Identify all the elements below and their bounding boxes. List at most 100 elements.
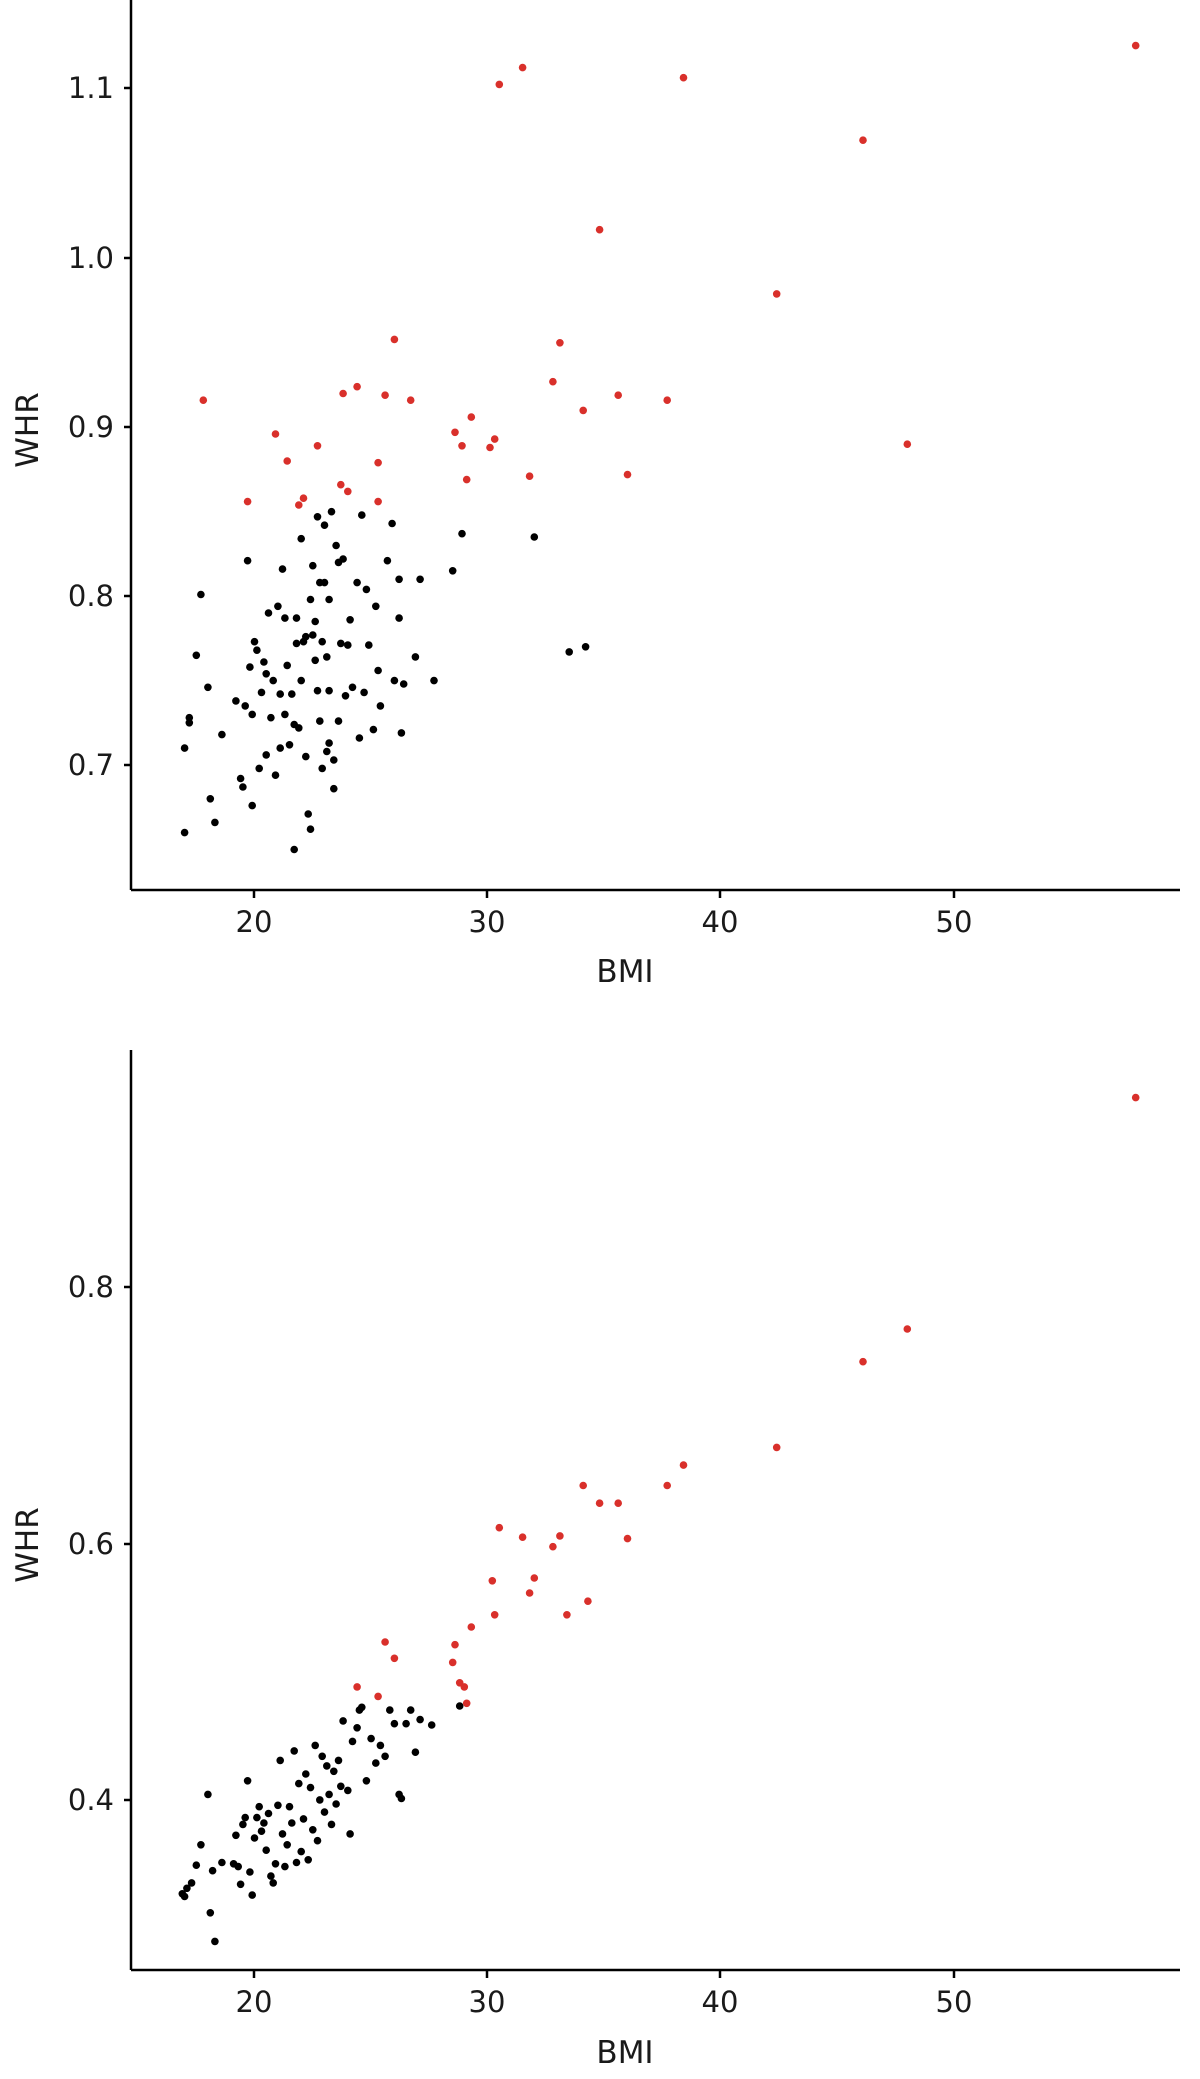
data-point-black <box>239 1820 247 1829</box>
data-point-black <box>346 1830 354 1838</box>
data-point-black <box>372 602 380 611</box>
data-point-black <box>278 1830 287 1838</box>
data-point-black <box>276 744 285 752</box>
data-point-black <box>309 1826 317 1834</box>
x-tick: 50 <box>936 890 972 939</box>
data-point-black <box>218 730 226 739</box>
data-point-black <box>262 751 271 759</box>
x-tick-label: 40 <box>702 1985 739 2019</box>
data-point-red <box>1131 41 1140 50</box>
data-point-red <box>772 1443 781 1452</box>
data-point-black <box>241 702 249 710</box>
data-point-black <box>211 818 219 827</box>
data-point-red <box>374 1692 382 1701</box>
data-point-red <box>623 1534 632 1543</box>
data-point-black <box>208 1866 217 1875</box>
data-point-black <box>299 1815 308 1823</box>
data-point-red <box>518 1533 527 1541</box>
data-point-red <box>488 1577 497 1585</box>
data-point-black <box>236 1880 245 1889</box>
y-tick-label: 0.8 <box>68 1270 114 1304</box>
data-point-black <box>246 663 254 671</box>
data-point-red <box>614 1499 622 1507</box>
data-point-red <box>467 1623 476 1631</box>
data-point-black <box>318 764 327 773</box>
data-point-red <box>381 1638 389 1646</box>
x-tick-label: 20 <box>236 1985 273 2019</box>
data-point-black <box>388 519 396 528</box>
data-point-red <box>374 458 382 467</box>
data-point-red <box>490 1611 499 1619</box>
data-point-red <box>530 1574 539 1582</box>
data-point-red <box>337 480 345 489</box>
data-point-red <box>460 1683 469 1691</box>
data-point-black <box>255 1802 263 1811</box>
y-tick: 1.0 <box>68 241 131 275</box>
data-point-red <box>339 389 347 398</box>
data-point-red <box>283 457 292 465</box>
data-point-black <box>304 810 313 818</box>
y-tick-label: 0.6 <box>68 1527 114 1561</box>
data-points-bottom <box>178 1093 1140 1946</box>
data-point-black <box>236 774 245 783</box>
data-point-black <box>339 1717 347 1725</box>
data-point-black <box>341 692 350 700</box>
data-point-red <box>467 413 476 421</box>
data-point-black <box>330 784 338 793</box>
scatter-panel-top: 0.7 0.8 0.9 1.0 1.1 20 <box>10 0 1180 990</box>
data-point-black <box>397 729 406 737</box>
data-point-black <box>288 690 296 698</box>
data-point-black <box>290 1747 299 1755</box>
x-tick: 40 <box>702 1970 739 2019</box>
y-tick-label: 0.8 <box>68 579 114 613</box>
data-point-black <box>372 1759 380 1767</box>
data-point-black <box>353 1724 361 1732</box>
x-tick: 50 <box>936 1970 973 2019</box>
data-point-black <box>283 1841 292 1849</box>
data-point-black <box>430 676 438 685</box>
data-point-black <box>376 1741 385 1750</box>
data-point-red <box>595 1499 604 1507</box>
data-point-black <box>365 641 373 649</box>
data-point-red <box>313 442 322 450</box>
data-point-black <box>297 676 306 685</box>
data-point-red <box>243 497 252 506</box>
data-point-red <box>451 1640 459 1649</box>
data-point-black <box>565 648 573 656</box>
data-point-red <box>903 440 912 449</box>
data-point-black <box>318 1752 327 1761</box>
data-point-black <box>281 1862 289 1871</box>
data-point-black <box>323 747 331 756</box>
data-point-black <box>250 1834 259 1842</box>
data-point-black <box>344 641 352 649</box>
data-point-black <box>330 756 338 764</box>
data-point-black <box>278 565 287 573</box>
data-point-black <box>530 533 539 541</box>
data-point-black <box>285 1802 294 1811</box>
data-points-top <box>180 41 1140 854</box>
data-point-black <box>346 616 354 624</box>
data-point-black <box>306 1783 315 1792</box>
x-tick: 30 <box>469 1970 505 2019</box>
data-point-black <box>311 1741 320 1750</box>
data-point-black <box>232 1831 240 1840</box>
data-point-black <box>313 1836 322 1845</box>
data-point-black <box>271 771 280 779</box>
x-tick-label: 30 <box>469 905 506 939</box>
data-point-black <box>411 653 420 661</box>
data-point-black <box>232 697 240 705</box>
data-point-black <box>218 1858 226 1867</box>
data-point-red <box>490 435 499 443</box>
data-point-black <box>234 1862 242 1871</box>
data-point-black <box>302 632 310 641</box>
x-tick-label: 50 <box>936 1985 973 2019</box>
data-point-black <box>369 725 378 734</box>
data-point-black <box>267 1872 275 1880</box>
data-point-black <box>274 602 282 611</box>
data-point-black <box>250 637 259 646</box>
data-point-red <box>614 391 622 400</box>
data-point-black <box>302 1770 310 1778</box>
data-point-red <box>679 1461 688 1469</box>
data-point-red <box>271 430 280 438</box>
y-axis-title: WHR <box>10 392 46 468</box>
